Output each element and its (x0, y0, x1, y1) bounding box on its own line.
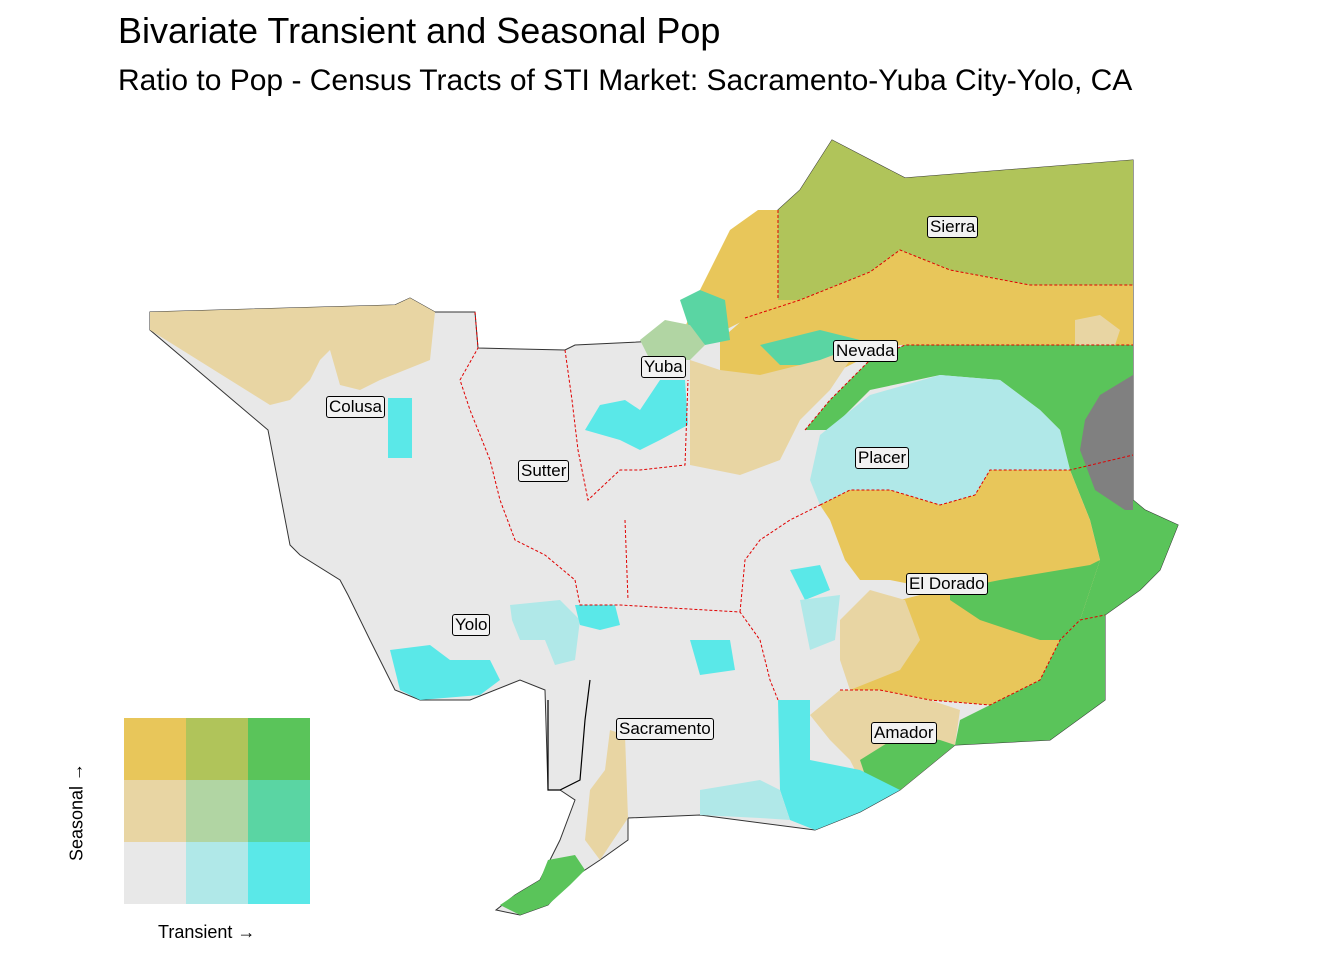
amador-green-tracts (860, 735, 955, 790)
legend-x-label: Transient → (158, 922, 256, 942)
el-dorado-tan-tracts (840, 590, 920, 690)
nevada-east-tract (1075, 315, 1120, 345)
legend-cell-mid-seasonal-low-transient (124, 780, 186, 842)
sacramento-mid-cyan-2 (800, 595, 840, 650)
map-title: Bivariate Transient and Seasonal Pop (118, 10, 721, 51)
nevada-sierra-border (744, 249, 1133, 319)
county-label-placer: Placer (855, 447, 910, 469)
county-label-nevada: Nevada (833, 340, 898, 362)
delta-green-tracts (500, 855, 585, 915)
yolo-cyan-tracts (390, 645, 500, 700)
legend-cell-low-seasonal-low-transient (124, 842, 186, 904)
no-data-tracts (1080, 375, 1145, 510)
legend-cell-low-seasonal-mid-transient (186, 842, 248, 904)
colusa-tan-tracts (150, 298, 435, 405)
legend-cell-high-seasonal-low-transient (124, 718, 186, 780)
legend-cell-mid-seasonal-high-transient (248, 780, 310, 842)
legend-y-label: Seasonal → (66, 762, 87, 862)
yuba-cyan-tracts (585, 380, 688, 450)
legend-cell-mid-seasonal-mid-transient (186, 780, 248, 842)
county-label-sierra: Sierra (927, 216, 979, 238)
sacramento-east-cyan (700, 780, 790, 820)
map-subtitle: Ratio to Pop - Census Tracts of STI Mark… (118, 64, 1133, 97)
yuba-mid-patch (640, 320, 705, 360)
county-label-el-dorado: El Dorado (906, 573, 988, 595)
sacramento-high-cyan-2 (690, 640, 735, 675)
placer-tan-tracts (690, 345, 860, 475)
sacramento-river-line (547, 679, 591, 791)
county-label-yolo: Yolo (452, 614, 491, 636)
county-label-colusa: Colusa (326, 396, 385, 418)
el-dorado-amador-border (840, 614, 1106, 706)
sacramento-high-cyan-3 (790, 565, 830, 600)
amador-cyan-tracts (778, 700, 900, 830)
sacramento-high-cyan-1 (575, 605, 620, 630)
legend-cell-high-seasonal-mid-transient (186, 718, 248, 780)
sacramento-mid-cyan (510, 600, 580, 665)
county-label-sutter: Sutter (518, 460, 570, 482)
delta-tan-tracts (585, 730, 628, 860)
placer-cyan-tracts (810, 375, 1070, 505)
county-label-amador: Amador (871, 722, 937, 744)
bivariate-legend (80, 712, 320, 952)
county-label-yuba: Yuba (641, 356, 686, 378)
placer-sacramento-border (624, 504, 821, 613)
colusa-cyan-tract (388, 398, 412, 458)
placer-el-dorado-border (819, 454, 1134, 506)
legend-cell-low-seasonal-high-transient (248, 842, 310, 904)
legend-cell-high-seasonal-high-transient (248, 718, 310, 780)
county-label-sacramento: Sacramento (616, 718, 714, 740)
el-dorado-green-strip (950, 560, 1100, 640)
